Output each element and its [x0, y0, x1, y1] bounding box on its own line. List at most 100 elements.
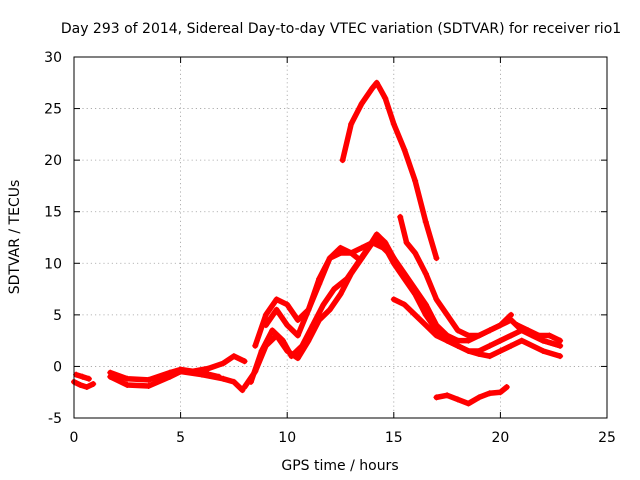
- series-arc-j: [339, 79, 440, 262]
- data-point-marker: [247, 378, 254, 385]
- data-point-marker: [525, 327, 532, 334]
- data-point-marker: [465, 332, 472, 339]
- data-point-marker: [540, 337, 547, 344]
- data-point-marker: [422, 219, 429, 226]
- y-axis-label: SDTVAR / TECUs: [7, 180, 23, 295]
- data-point-marker: [284, 322, 291, 329]
- data-point-marker: [258, 347, 265, 354]
- data-point-marker: [444, 337, 451, 344]
- y-tick-label: 30: [44, 50, 62, 66]
- data-point-marker: [331, 286, 338, 293]
- data-point-marker: [358, 100, 365, 107]
- data-point-marker: [83, 384, 90, 391]
- data-point-marker: [508, 332, 515, 339]
- data-point-marker: [220, 375, 227, 382]
- series-band: [188, 353, 248, 375]
- data-point-marker: [508, 311, 515, 318]
- data-point-marker: [320, 301, 327, 308]
- data-point-marker: [241, 384, 248, 391]
- data-point-marker: [444, 392, 451, 399]
- data-series: [71, 79, 564, 407]
- data-point-marker: [269, 327, 276, 334]
- data-point-marker: [288, 353, 295, 360]
- data-point-marker: [497, 389, 504, 396]
- data-point-marker: [326, 306, 333, 313]
- data-point-marker: [337, 244, 344, 251]
- data-point-marker: [373, 231, 380, 238]
- data-point-marker: [390, 296, 397, 303]
- y-tick-label: 5: [53, 308, 62, 324]
- data-point-marker: [284, 301, 291, 308]
- series-band: [391, 296, 563, 354]
- data-point-marker: [557, 337, 564, 344]
- data-point-marker: [546, 332, 553, 339]
- data-point-marker: [540, 347, 547, 354]
- data-point-marker: [412, 286, 419, 293]
- series-band: [339, 80, 440, 261]
- data-point-marker: [273, 306, 280, 313]
- series-arc-b: [73, 371, 92, 382]
- data-point-marker: [454, 396, 461, 403]
- chart-title: Day 293 of 2014, Sidereal Day-to-day VTE…: [61, 21, 621, 37]
- data-point-marker: [476, 347, 483, 354]
- data-point-marker: [79, 373, 86, 380]
- data-point-marker: [518, 337, 525, 344]
- y-tick-label: -5: [48, 411, 62, 427]
- data-point-marker: [557, 342, 564, 349]
- data-point-marker: [252, 342, 259, 349]
- data-point-marker: [215, 373, 222, 380]
- data-point-marker: [305, 306, 312, 313]
- data-point-marker: [433, 296, 440, 303]
- data-point-marker: [422, 322, 429, 329]
- data-point-marker: [465, 337, 472, 344]
- data-point-marker: [454, 342, 461, 349]
- data-point-marker: [401, 301, 408, 308]
- data-point-marker: [535, 332, 542, 339]
- data-point-marker: [354, 260, 361, 267]
- data-point-marker: [412, 177, 419, 184]
- data-point-marker: [486, 327, 493, 334]
- data-point-marker: [205, 365, 212, 372]
- data-point-marker: [444, 311, 451, 318]
- data-point-marker: [220, 360, 227, 367]
- data-point-marker: [476, 332, 483, 339]
- data-point-marker: [412, 311, 419, 318]
- data-point-marker: [85, 375, 92, 382]
- data-point-marker: [369, 239, 376, 246]
- data-point-marker: [401, 146, 408, 153]
- data-point-marker: [241, 358, 248, 365]
- series-arc-i: [262, 239, 397, 339]
- data-point-marker: [230, 353, 237, 360]
- data-point-marker: [188, 368, 195, 375]
- data-point-marker: [124, 381, 131, 388]
- data-point-marker: [382, 239, 389, 246]
- data-point-marker: [373, 79, 380, 86]
- data-point-marker: [145, 383, 152, 390]
- series-arc-d: [107, 366, 222, 383]
- data-point-marker: [230, 378, 237, 385]
- data-point-marker: [326, 255, 333, 262]
- data-point-marker: [390, 255, 397, 262]
- data-point-marker: [145, 376, 152, 383]
- y-tick-label: 15: [44, 205, 62, 221]
- x-tick-label: 10: [278, 430, 296, 446]
- data-point-marker: [444, 332, 451, 339]
- data-point-marker: [514, 322, 521, 329]
- x-tick-label: 20: [491, 430, 509, 446]
- data-point-marker: [412, 249, 419, 256]
- data-point-marker: [339, 157, 346, 164]
- data-point-marker: [454, 337, 461, 344]
- data-point-marker: [90, 380, 97, 387]
- data-point-marker: [497, 347, 504, 354]
- data-point-marker: [433, 322, 440, 329]
- data-point-marker: [403, 239, 410, 246]
- x-tick-label: 0: [70, 430, 79, 446]
- data-point-marker: [337, 291, 344, 298]
- plot-frame: [73, 56, 608, 419]
- data-point-marker: [422, 301, 429, 308]
- x-axis-ticks: 0 5 10 15 20 25: [70, 57, 616, 446]
- data-point-marker: [354, 255, 361, 262]
- data-point-marker: [380, 244, 387, 251]
- data-point-marker: [486, 390, 493, 397]
